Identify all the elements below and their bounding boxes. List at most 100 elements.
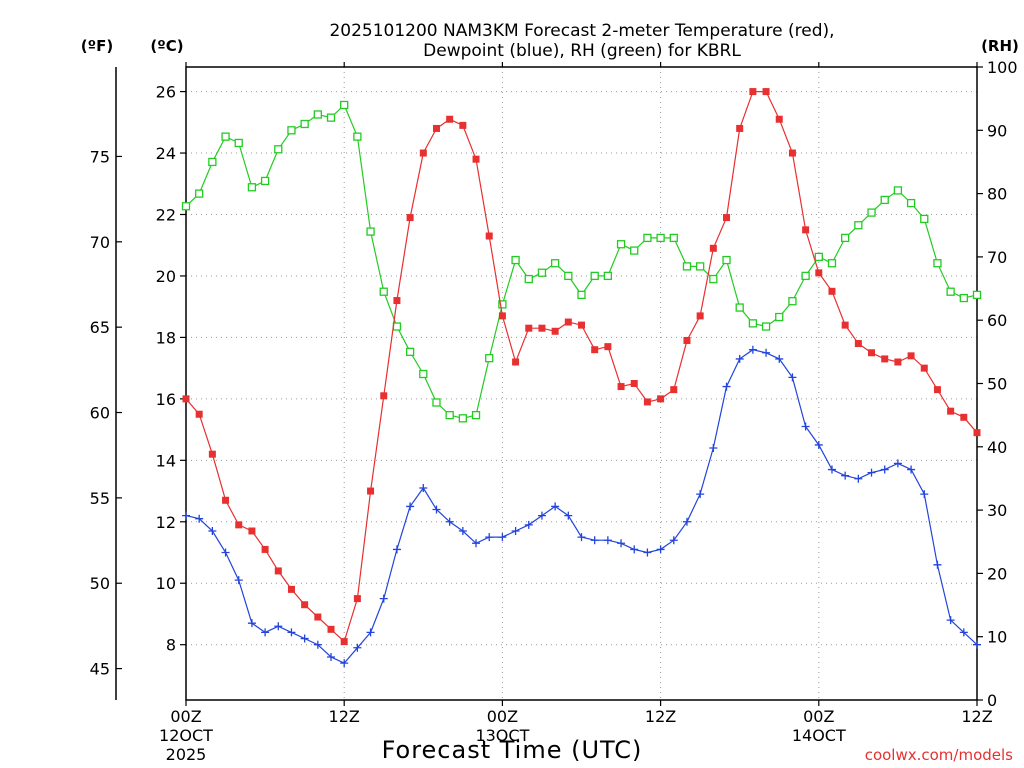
fahrenheit-unit-label: (ºF) — [81, 37, 113, 55]
dewpoint-point — [313, 640, 322, 649]
temperature-point — [788, 149, 796, 157]
rh-point — [735, 303, 744, 312]
time-tick-date: 13OCT — [475, 726, 529, 745]
dewpoint-point — [682, 517, 691, 526]
rh-point — [247, 183, 257, 192]
temperature-point — [406, 214, 414, 222]
dewpoint-line — [185, 349, 978, 664]
rh-point — [419, 369, 428, 379]
rh-point — [577, 290, 586, 300]
temperature-point — [340, 638, 348, 646]
dewpoint-point — [696, 490, 705, 499]
dewpoint-point — [419, 483, 428, 492]
dewpoint-point — [221, 548, 230, 557]
temperature-point — [960, 413, 968, 421]
rh-point — [340, 100, 349, 110]
rh-tick-label: 0 — [987, 691, 997, 710]
temperature-point — [248, 527, 256, 535]
time-tick-label: 12Z — [645, 707, 676, 726]
rh-point — [775, 312, 784, 322]
rh-series — [181, 100, 982, 423]
rh-point — [682, 262, 692, 271]
rh-point — [392, 322, 402, 331]
fahrenheit-tick-label: 75 — [90, 147, 110, 166]
chart-title-line2: Dewpoint (blue), RH (green) for KBRL — [423, 41, 741, 61]
rh-point — [946, 287, 955, 296]
dewpoint-point — [182, 511, 190, 520]
rh-point — [643, 233, 652, 243]
dewpoint-point — [920, 490, 929, 499]
fahrenheit-tick-label: 45 — [90, 660, 110, 679]
rh-point — [933, 259, 942, 268]
dewpoint-point — [208, 526, 217, 535]
temperature-point — [182, 395, 190, 403]
dewpoint-point — [551, 502, 560, 511]
rh-point — [274, 145, 283, 154]
celsius-tick-label: 16 — [156, 390, 176, 409]
temperature-point — [907, 352, 915, 360]
rh-point — [524, 274, 533, 284]
chart-title-line1: 2025101200 NAM3KM Forecast 2-meter Tempe… — [329, 21, 834, 41]
rh-point — [972, 290, 982, 300]
rh-tick-label: 60 — [987, 311, 1007, 330]
rh-axis: 0 10 20 30 40 50 60 70 80 90 100 — [977, 58, 1018, 710]
temperature-point — [195, 410, 203, 418]
celsius-tick-label: 20 — [156, 267, 176, 286]
temperature-point — [775, 115, 783, 123]
temperature-point — [393, 297, 401, 305]
dewpoint-point — [274, 622, 283, 631]
temperature-point — [683, 336, 691, 344]
rh-point — [313, 110, 322, 119]
temperature-point — [208, 450, 216, 458]
dewpoint-point — [564, 511, 573, 520]
temperature-point — [538, 324, 546, 332]
dewpoint-point — [590, 536, 599, 545]
dewpoint-point — [880, 465, 889, 474]
rh-unit-label: (RH) — [981, 37, 1019, 55]
rh-point — [761, 322, 771, 331]
rh-point — [353, 132, 362, 141]
rh-line — [185, 103, 978, 419]
rh-point — [656, 233, 665, 243]
celsius-tick-label: 18 — [156, 328, 176, 347]
temperature-point — [222, 496, 230, 504]
celsius-tick-label: 26 — [156, 83, 176, 102]
rh-point — [366, 227, 375, 236]
rh-point — [669, 233, 678, 243]
temperature-point — [802, 226, 810, 234]
dewpoint-point — [643, 548, 652, 557]
temperature-point — [947, 407, 955, 415]
dewpoint-point — [300, 634, 309, 643]
temperature-point — [709, 244, 717, 252]
rh-point — [893, 186, 903, 195]
dewpoint-point — [841, 471, 850, 480]
dewpoint-point — [669, 536, 678, 545]
temperature-point — [432, 124, 440, 132]
rh-point — [537, 268, 547, 277]
temperature-point — [736, 124, 744, 132]
dewpoint-point — [392, 545, 401, 554]
dewpoint-point — [735, 354, 744, 363]
rh-point — [221, 132, 230, 141]
dewpoint-point — [748, 345, 757, 354]
temperature-point — [261, 545, 269, 553]
temperature-point — [353, 595, 361, 603]
temperature-point — [933, 386, 941, 394]
temperature-point — [973, 429, 981, 437]
dewpoint-point — [524, 520, 533, 529]
rh-point — [696, 262, 705, 271]
dewpoint-point — [577, 533, 586, 542]
dewpoint-point — [432, 505, 441, 514]
celsius-tick-label: 14 — [156, 451, 176, 470]
rh-tick-label: 100 — [987, 58, 1018, 77]
time-tick-label: 12Z — [961, 707, 992, 726]
dewpoint-point — [458, 526, 467, 535]
time-tick-label: 00Z — [803, 707, 834, 726]
dewpoint-point — [814, 440, 823, 449]
celsius-tick-label: 10 — [156, 574, 176, 593]
temperature-point — [604, 343, 612, 351]
dewpoint-point — [933, 560, 942, 569]
celsius-tick-label: 22 — [156, 205, 176, 224]
rh-point — [287, 126, 296, 135]
temperature-point — [657, 395, 665, 403]
